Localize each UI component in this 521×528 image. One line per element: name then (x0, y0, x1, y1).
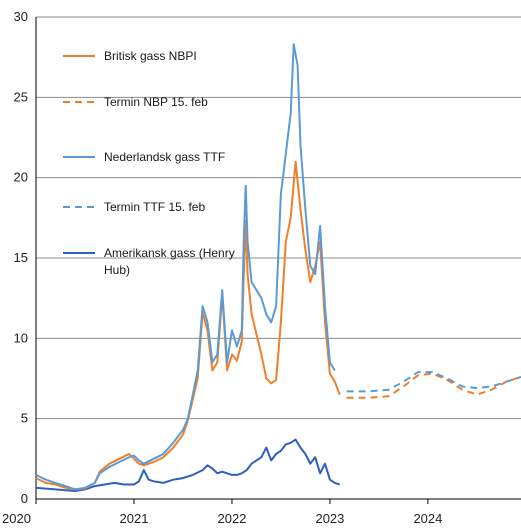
x-tick-label-2022: 2022 (217, 511, 246, 526)
series-lines (35, 43, 521, 492)
series-line-nederlandsk-gass-ttf (35, 43, 336, 491)
y-tick-label-0: 0 (21, 491, 28, 506)
axes: 0 5 10 15 20 25 30 2020 2021 2022 2023 2024 (2, 9, 521, 526)
legend-label-4: Amerikansk gass (Henry Hub) (104, 246, 235, 277)
x-tick-label-2021: 2021 (120, 511, 149, 526)
series-line-amerikansk-gass-henry-hub (35, 438, 341, 492)
x-tick-label-2024: 2024 (413, 511, 442, 526)
legend: Britisk gass NBPI Termin NBP 15. feb Neder… (63, 49, 235, 277)
x-tick-label-2020: 2020 (2, 511, 31, 526)
legend-label-0: Britisk gass NBPI (104, 49, 197, 63)
legend-label-2: Nederlandsk gass TTF (104, 150, 225, 164)
y-tick-label-30: 30 (14, 9, 28, 24)
x-tick-label-2023: 2023 (315, 511, 344, 526)
legend-label-3: Termin TTF 15. feb (104, 200, 205, 214)
y-tick-label-10: 10 (14, 330, 28, 345)
legend-label-1: Termin NBP 15. feb (104, 95, 208, 109)
y-tick-label-25: 25 (14, 89, 28, 104)
y-tick-label-5: 5 (21, 411, 28, 426)
series-line-termin-nbp-15-feb (346, 372, 521, 399)
series-line-termin-ttf-15-feb (346, 371, 521, 393)
y-tick-label-20: 20 (14, 170, 28, 185)
y-tick-label-15: 15 (14, 250, 28, 265)
